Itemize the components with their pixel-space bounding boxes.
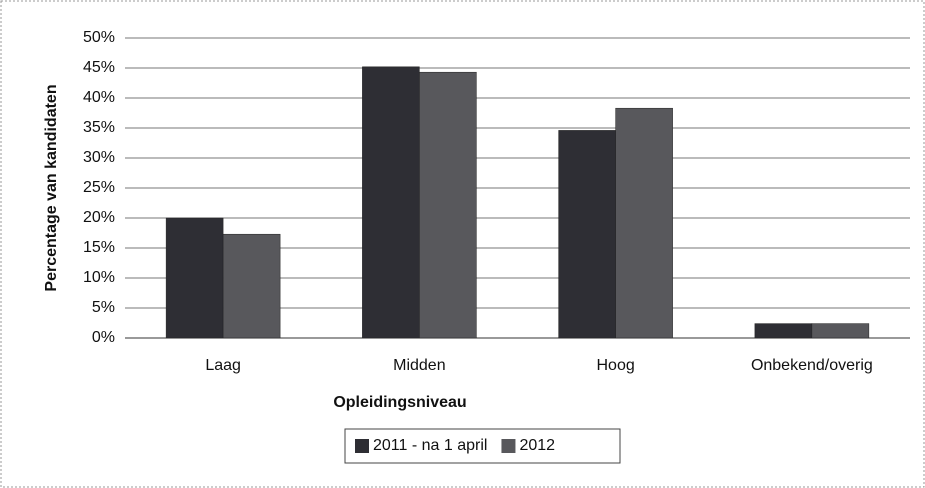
legend-box bbox=[344, 428, 621, 464]
y-tick-label: 45% bbox=[83, 59, 115, 76]
bar bbox=[558, 130, 616, 339]
y-tick-label: 0% bbox=[92, 329, 115, 346]
x-tick-label: Onbekend/overig bbox=[751, 357, 873, 374]
bar bbox=[754, 323, 813, 339]
legend-label: 2012 bbox=[519, 437, 555, 454]
bar bbox=[165, 217, 224, 339]
y-tick-label: 35% bbox=[83, 119, 115, 136]
x-tick-label: Hoog bbox=[597, 357, 635, 374]
y-axis-title: Percentage van kandidaten bbox=[43, 84, 60, 291]
bar bbox=[811, 323, 870, 339]
bar bbox=[615, 107, 673, 339]
legend-swatch bbox=[355, 439, 369, 453]
legend-swatch bbox=[501, 439, 516, 453]
bar bbox=[419, 71, 477, 339]
x-tick-label: Midden bbox=[393, 357, 445, 374]
bar bbox=[222, 233, 281, 339]
x-axis-title: Opleidingsniveau bbox=[333, 394, 466, 411]
legend-label: 2011 - na 1 april bbox=[373, 437, 487, 454]
x-tick-label: Laag bbox=[205, 357, 241, 374]
y-tick-label: 50% bbox=[83, 29, 115, 46]
y-tick-label: 25% bbox=[83, 179, 115, 196]
y-tick-label: 5% bbox=[92, 299, 115, 316]
y-tick-label: 10% bbox=[83, 269, 115, 286]
y-tick-label: 40% bbox=[83, 89, 115, 106]
y-tick-label: 20% bbox=[83, 209, 115, 226]
y-tick-label: 30% bbox=[83, 149, 115, 166]
y-tick-label: 15% bbox=[83, 239, 115, 256]
bar bbox=[362, 66, 420, 339]
